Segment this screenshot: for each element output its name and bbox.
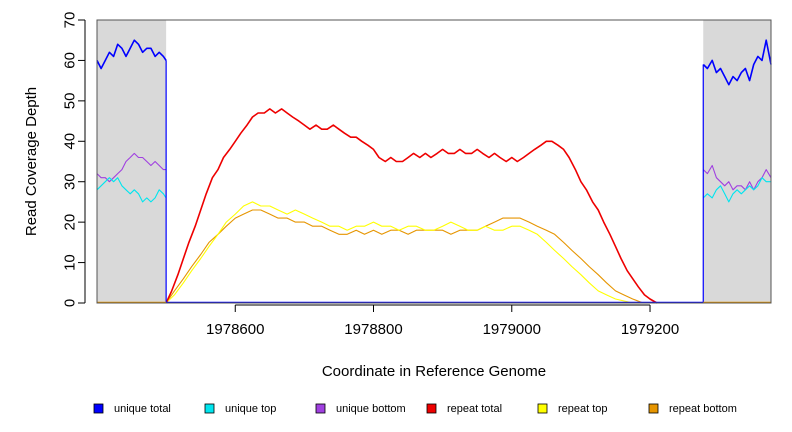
x-tick-label: 1978600 [206, 321, 264, 338]
legend-label-repeat-top: repeat top [558, 403, 608, 415]
legend-swatch-repeat-total [426, 403, 437, 414]
series-unique-top-line-1 [96, 177, 167, 203]
shaded-regions [97, 20, 771, 303]
y-tick-label: 40 [62, 133, 79, 150]
legend-label-repeat-bottom: repeat bottom [669, 403, 737, 415]
plot-frame [96, 19, 772, 304]
legend-label-unique-bottom: unique bottom [336, 403, 406, 415]
series-unique-bottom-line-2 [702, 164, 772, 191]
y-tick-label: 50 [62, 93, 79, 110]
series-unique-top-line-2 [702, 177, 771, 203]
y-tick-label: 0 [62, 299, 79, 307]
series-repeat-top-line-1 [165, 201, 657, 304]
legend-label-repeat-total: repeat total [447, 403, 502, 415]
axes: 1978600 1978800 1979000 1979200 0 10 20 30 40 50 6… [62, 12, 680, 338]
series-lines [96, 39, 772, 304]
y-tick-label: 60 [62, 52, 79, 69]
legend-swatch-repeat-bottom [648, 403, 659, 414]
series-repeat-bottom-line-1 [165, 209, 657, 304]
legend-label-unique-top: unique top [225, 403, 276, 415]
legend-swatch-unique-top [204, 403, 215, 414]
x-axis-label: Coordinate in Reference Genome [322, 363, 546, 380]
y-tick-label: 20 [62, 214, 79, 231]
x-tick-label: 1979000 [483, 321, 541, 338]
series-repeat-total-line-1 [165, 108, 658, 304]
legend-label-unique-total: unique total [114, 403, 171, 415]
series-unique-total-line-2 [702, 39, 772, 86]
series-unique-bottom-line-1 [96, 152, 167, 183]
y-axis-label: Read Coverage Depth [23, 87, 40, 236]
legend-swatch-repeat-top [537, 403, 548, 414]
y-tick-label: 10 [62, 254, 79, 271]
series-unique-total-line-1 [96, 39, 167, 70]
legend: unique total unique top unique bottom repea… [93, 403, 737, 415]
y-tick-label: 70 [62, 12, 79, 29]
x-tick-label: 1979200 [621, 321, 679, 338]
legend-swatch-unique-bottom [315, 403, 326, 414]
legend-swatch-unique-total [93, 403, 104, 414]
x-tick-label: 1978800 [344, 321, 402, 338]
y-tick-label: 30 [62, 173, 79, 190]
